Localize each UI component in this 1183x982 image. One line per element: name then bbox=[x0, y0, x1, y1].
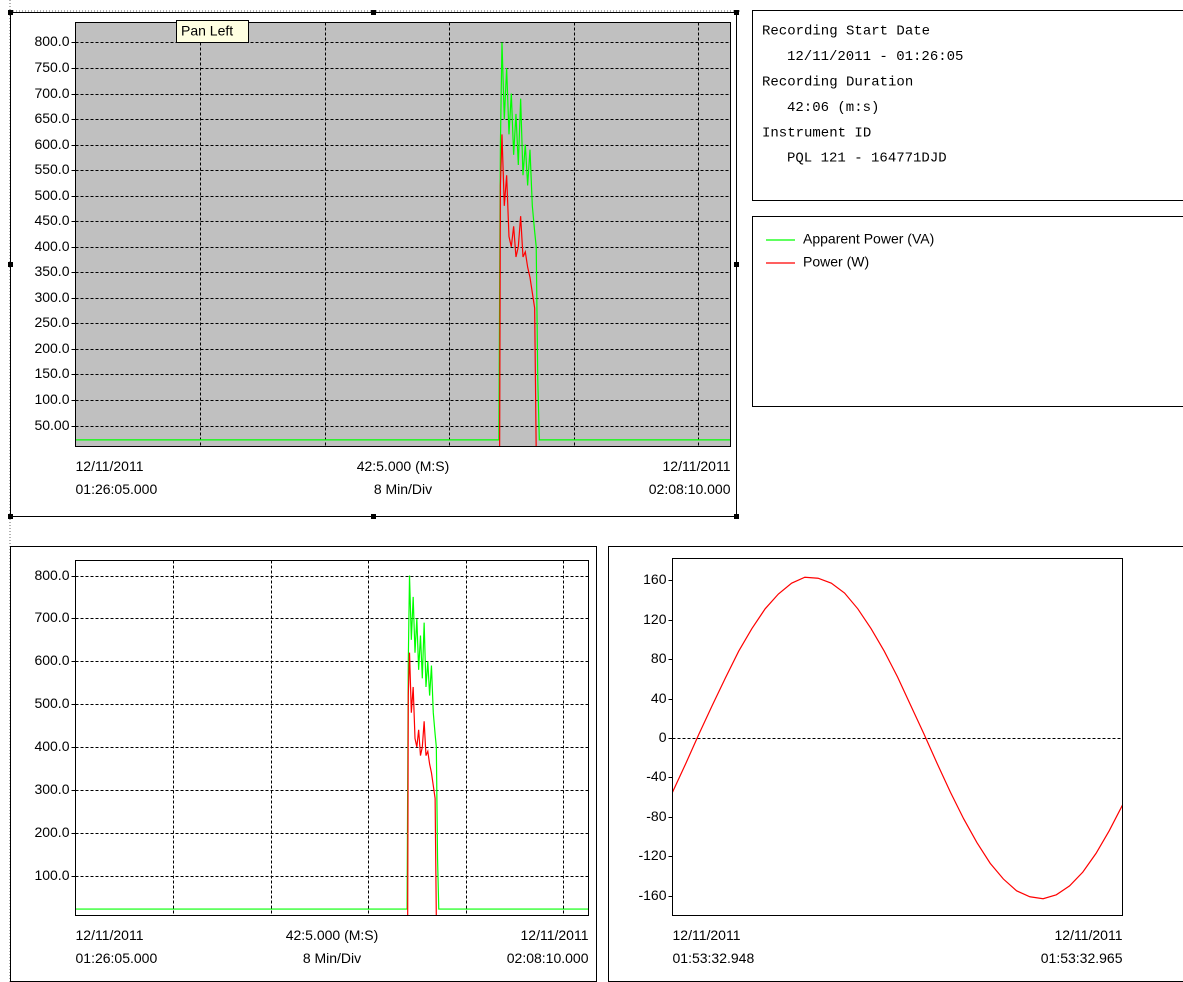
x-axis-label: 01:26:05.000 bbox=[76, 950, 158, 966]
y-tick-label: 250.0 bbox=[34, 314, 69, 330]
chart: -160 -120 -80 -40 0 40 80 120 160 12/11/2011 01:53… bbox=[608, 546, 1183, 982]
series-line bbox=[499, 134, 537, 447]
y-tick-label: 350.0 bbox=[34, 263, 69, 279]
plot-border bbox=[75, 560, 589, 916]
x-axis-label: 02:08:10.000 bbox=[507, 950, 589, 966]
resize-handle bbox=[734, 10, 739, 15]
x-axis-label: 42:5.000 (M:S) bbox=[357, 458, 450, 474]
series-line bbox=[407, 652, 437, 916]
y-tick-label: 0 bbox=[659, 729, 667, 745]
legend-label: Power (W) bbox=[803, 254, 869, 270]
y-tick-label: 160 bbox=[643, 571, 667, 587]
y-tick-label: -120 bbox=[638, 847, 666, 863]
y-tick-label: 600.0 bbox=[34, 652, 69, 668]
x-axis-label: 12/11/2011 bbox=[663, 458, 731, 474]
tooltip: Pan Left bbox=[176, 20, 249, 43]
plot-area bbox=[75, 560, 589, 916]
y-tick-label: 40 bbox=[651, 690, 667, 706]
y-tick-label: 800.0 bbox=[34, 33, 69, 49]
resize-handle bbox=[371, 10, 376, 15]
chart: 50.00 100.0 150.0 200.0 250.0 300.0 350.0 400.0… bbox=[8, 10, 739, 519]
y-tick-label: 800.0 bbox=[34, 567, 69, 583]
legend-box bbox=[752, 216, 1183, 407]
info-line: PQL 121 - 164771DJD bbox=[787, 151, 947, 167]
x-axis-label: 8 Min/Div bbox=[303, 950, 361, 966]
resize-handle bbox=[8, 514, 13, 519]
y-tick-label: 120 bbox=[643, 611, 667, 627]
y-tick-label: -40 bbox=[646, 768, 666, 784]
y-tick-label: 600.0 bbox=[34, 136, 69, 152]
y-tick-label: 50.00 bbox=[34, 417, 69, 433]
y-tick-label: 100.0 bbox=[34, 391, 69, 407]
x-axis-label: 02:08:10.000 bbox=[649, 481, 731, 497]
info-line: Recording Duration bbox=[762, 75, 913, 91]
x-axis-label: 01:53:32.948 bbox=[673, 950, 755, 966]
x-axis-label: 12/11/2011 bbox=[1055, 927, 1123, 943]
x-axis-label: 8 Min/Div bbox=[374, 481, 432, 497]
series-line bbox=[672, 576, 1123, 900]
x-axis-label: 12/11/2011 bbox=[673, 927, 741, 943]
y-tick-label: 400.0 bbox=[34, 738, 69, 754]
y-tick-label: -160 bbox=[638, 887, 666, 903]
y-tick-label: 450.0 bbox=[34, 212, 69, 228]
x-axis-label: 01:53:32.965 bbox=[1041, 950, 1123, 966]
resize-handle bbox=[8, 262, 13, 267]
y-tick-label: 400.0 bbox=[34, 238, 69, 254]
info-line: 12/11/2011 - 01:26:05 bbox=[787, 49, 963, 65]
legend-label: Apparent Power (VA) bbox=[803, 231, 934, 247]
y-tick-label: 750.0 bbox=[34, 59, 69, 75]
x-axis-label: 12/11/2011 bbox=[76, 458, 144, 474]
charts: 50.00 100.0 150.0 200.0 250.0 300.0 350.0 400.0… bbox=[8, 10, 1183, 982]
series-line bbox=[75, 42, 731, 441]
x-axis-label: 12/11/2011 bbox=[521, 927, 589, 943]
plot-area bbox=[75, 22, 731, 447]
y-tick-label: 300.0 bbox=[34, 781, 69, 797]
y-tick-label: 650.0 bbox=[34, 110, 69, 126]
y-tick-label: 80 bbox=[651, 650, 667, 666]
info-line: Instrument ID bbox=[762, 125, 871, 141]
x-axis-label: 42:5.000 (M:S) bbox=[286, 927, 379, 943]
y-tick-label: 500.0 bbox=[34, 695, 69, 711]
resize-handle bbox=[734, 262, 739, 267]
y-tick-label: 150.0 bbox=[34, 365, 69, 381]
series-line bbox=[75, 575, 589, 910]
tooltip-box bbox=[176, 20, 249, 43]
info-line: Recording Start Date bbox=[762, 24, 930, 40]
y-tick-label: 550.0 bbox=[34, 161, 69, 177]
tooltip-text: Pan Left bbox=[181, 23, 233, 39]
y-tick-label: -80 bbox=[646, 808, 666, 824]
y-tick-label: 200.0 bbox=[34, 824, 69, 840]
plot-border bbox=[672, 558, 1123, 916]
y-tick-label: 500.0 bbox=[34, 187, 69, 203]
legend: Apparent Power (VA) Power (W) bbox=[766, 231, 934, 270]
resize-handle bbox=[371, 514, 376, 519]
chart: 100.0 200.0 300.0 400.0 500.0 600.0 700.0 800.0… bbox=[10, 546, 597, 982]
x-axis-label: 12/11/2011 bbox=[76, 927, 144, 943]
plot-border bbox=[75, 22, 731, 447]
y-tick-label: 100.0 bbox=[34, 867, 69, 883]
y-tick-label: 700.0 bbox=[34, 85, 69, 101]
y-tick-label: 700.0 bbox=[34, 609, 69, 625]
y-tick-label: 300.0 bbox=[34, 289, 69, 305]
y-tick-label: 200.0 bbox=[34, 340, 69, 356]
info-text: Recording Start Date 12/11/2011 - 01:26:0… bbox=[762, 24, 963, 167]
plot-area bbox=[672, 558, 1123, 916]
x-axis-label: 01:26:05.000 bbox=[76, 481, 158, 497]
info-box bbox=[752, 10, 1183, 201]
info-line: 42:06 (m:s) bbox=[787, 100, 879, 116]
resize-handle bbox=[734, 514, 739, 519]
resize-handle bbox=[8, 10, 13, 15]
